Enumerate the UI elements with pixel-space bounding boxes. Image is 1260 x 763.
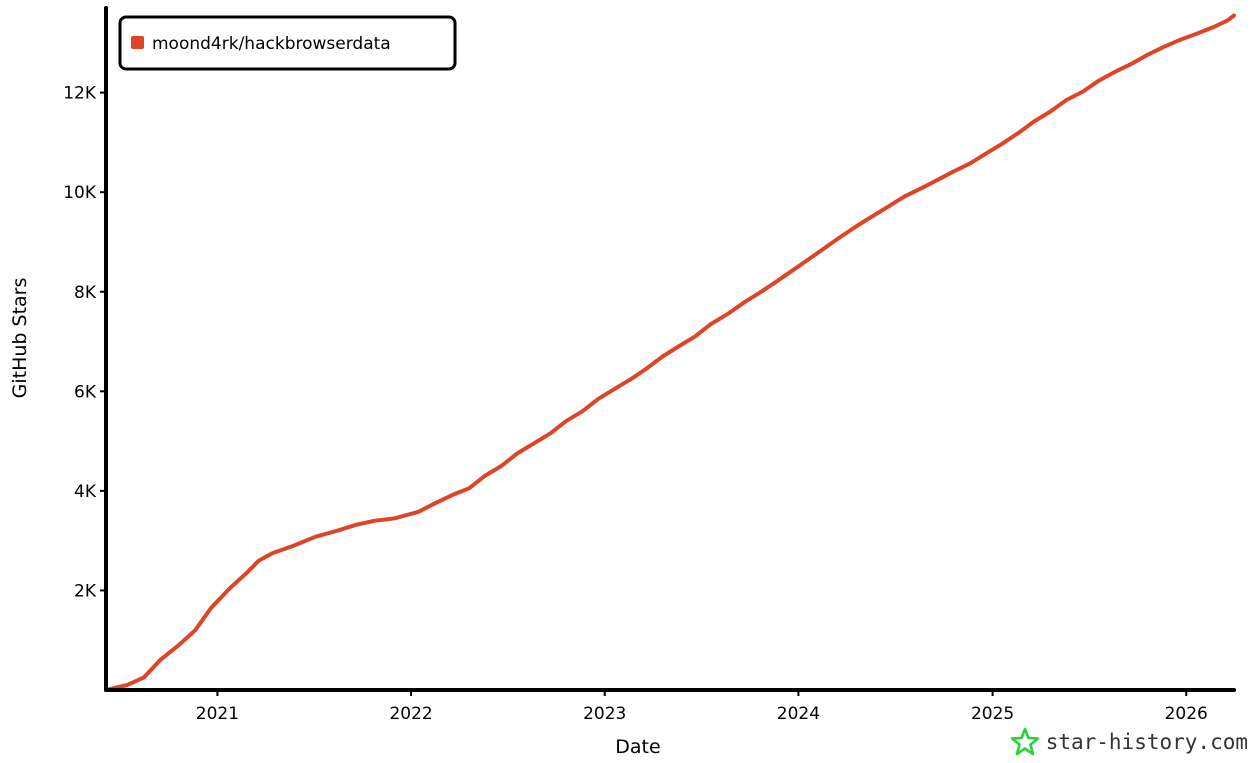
- x-tick-label: 2026: [1165, 704, 1208, 724]
- legend: moond4rk/hackbrowserdata: [118, 15, 457, 71]
- y-axis-title: GitHub Stars: [9, 278, 31, 399]
- series-line-hackbrowserdata: [104, 13, 1236, 692]
- x-tick-label: 2022: [389, 704, 432, 724]
- legend-box: [118, 15, 457, 71]
- x-tick-label: 2024: [777, 704, 820, 724]
- legend-swatch: [131, 36, 144, 49]
- y-tick-label: 6K: [74, 382, 97, 402]
- y-tick-label: 12K: [63, 84, 97, 104]
- watermark-text: star-history.com: [1045, 730, 1248, 754]
- x-tick-label: 2025: [971, 704, 1014, 724]
- x-axis-title: Date: [615, 736, 660, 758]
- watermark[interactable]: star-history.com: [1010, 727, 1248, 757]
- y-axis-ticks: 2K 4K 6K 8K 10K 12K: [63, 84, 106, 601]
- star-icon: [1010, 727, 1040, 756]
- x-axis-ticks: 2021 2022 2023 2024 2025 2026: [196, 690, 1208, 724]
- y-tick-label: 4K: [74, 482, 97, 502]
- y-tick-label: 2K: [74, 581, 97, 601]
- legend-label: moond4rk/hackbrowserdata: [152, 34, 391, 54]
- y-tick-label: 8K: [74, 283, 97, 303]
- y-tick-label: 10K: [63, 183, 97, 203]
- x-tick-label: 2023: [583, 704, 626, 724]
- x-tick-label: 2021: [196, 704, 239, 724]
